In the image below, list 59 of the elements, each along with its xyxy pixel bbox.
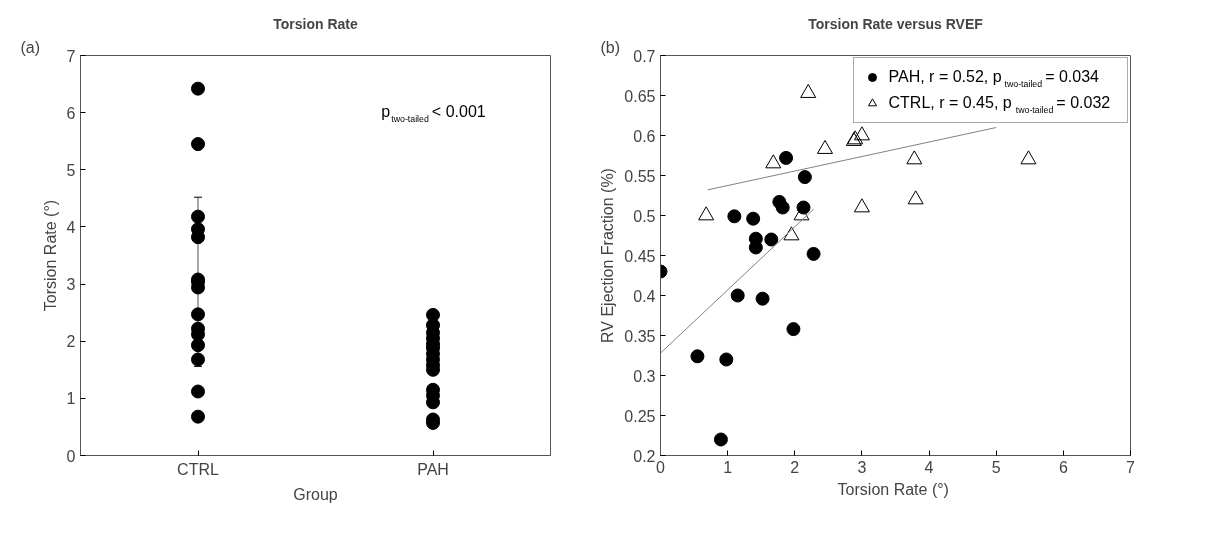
point xyxy=(800,83,817,98)
y-tick-label: 1 xyxy=(66,390,76,408)
text: (b) xyxy=(600,38,621,56)
y-tick-label: 0.25 xyxy=(624,407,656,425)
y-axis-title: Torsion Rate (°) xyxy=(41,199,59,312)
text: (a) xyxy=(20,38,41,56)
x-tick-label: 6 xyxy=(1058,458,1068,476)
point xyxy=(764,232,779,247)
y-tick-label: 0.65 xyxy=(624,87,656,105)
x-tick-label: 7 xyxy=(1126,458,1136,476)
x-tick-label: 4 xyxy=(924,458,934,476)
point xyxy=(806,246,821,261)
point xyxy=(797,170,812,185)
point xyxy=(755,291,770,306)
y-tick-label: 0.6 xyxy=(633,127,656,145)
point xyxy=(853,198,870,213)
point xyxy=(719,352,734,367)
point xyxy=(1020,150,1037,165)
x-axis-title: Group xyxy=(293,485,338,503)
point xyxy=(907,190,924,205)
point xyxy=(690,349,705,364)
y-tick-label: 0.3 xyxy=(633,367,656,385)
point xyxy=(727,209,742,224)
point xyxy=(746,211,761,226)
chart-title: Torsion Rate versus RVEF xyxy=(808,15,984,32)
y-tick-label: 4 xyxy=(66,218,76,236)
point xyxy=(906,150,923,165)
x-tick-label: 2 xyxy=(790,458,800,476)
point xyxy=(783,226,800,241)
y-tick-label: 0.55 xyxy=(624,167,656,185)
x-tick-label: CTRL xyxy=(177,460,219,478)
y-tick-label: 0.7 xyxy=(633,47,656,65)
point xyxy=(775,200,790,215)
point xyxy=(730,288,745,303)
point xyxy=(713,432,728,447)
x-tick-label: PAH xyxy=(417,460,449,478)
y-tick-label: 7 xyxy=(66,47,76,65)
x-tick-label: 5 xyxy=(991,458,1001,476)
y-tick-label: 0 xyxy=(66,447,76,465)
x-tick-label: 1 xyxy=(723,458,733,476)
y-tick-label: 5 xyxy=(66,161,76,179)
point xyxy=(698,206,715,221)
x-axis-title: Torsion Rate (°) xyxy=(837,480,949,498)
chart-title: Torsion Rate xyxy=(273,15,358,32)
point xyxy=(779,150,794,165)
y-tick-label: 6 xyxy=(66,104,76,122)
point xyxy=(853,126,870,141)
y-tick-label: 0.45 xyxy=(624,247,656,265)
y-tick-label: 0.2 xyxy=(633,447,656,465)
y-tick-label: 0.4 xyxy=(633,287,656,305)
y-tick-label: 0.5 xyxy=(633,207,656,225)
point xyxy=(786,322,801,337)
point xyxy=(765,154,782,169)
y-tick-label: 0.35 xyxy=(624,327,656,345)
y-axis-title: RV Ejection Fraction (%) xyxy=(599,168,617,343)
y-tick-label: 3 xyxy=(66,276,76,294)
y-tick-label: 2 xyxy=(66,333,76,351)
x-tick-label: 3 xyxy=(857,458,867,476)
point xyxy=(817,139,833,154)
